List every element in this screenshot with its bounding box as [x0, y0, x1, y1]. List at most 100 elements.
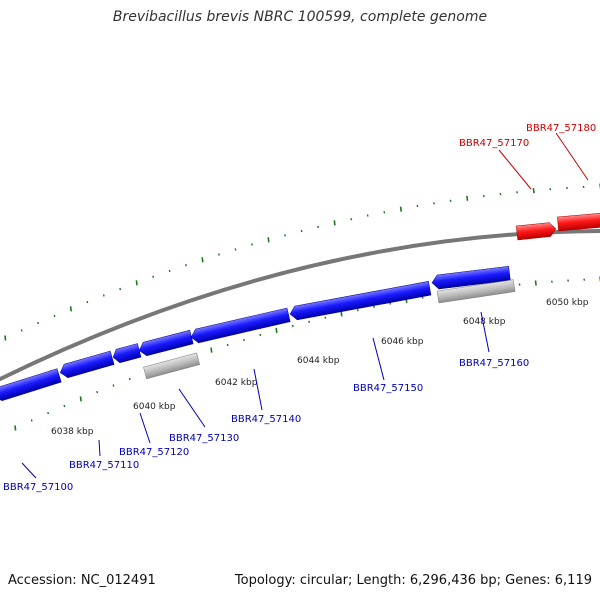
minor-tick	[102, 294, 105, 297]
minor-tick	[20, 329, 23, 332]
minor-tick	[516, 191, 519, 194]
gene-arrow-BBR47_57130-cds[interactable]	[137, 329, 194, 357]
minor-tick	[416, 204, 419, 208]
kbp-label: 6042 kbp	[215, 378, 258, 388]
minor-tick	[30, 419, 33, 422]
major-tick	[532, 188, 535, 194]
major-tick	[340, 311, 343, 317]
gene-label[interactable]: BBR47_57160	[459, 358, 529, 369]
minor-tick	[259, 333, 262, 337]
major-tick	[534, 280, 537, 286]
minor-tick	[582, 185, 585, 189]
kbp-label: 6050 kbp	[546, 298, 589, 308]
minor-tick	[128, 377, 131, 381]
major-tick	[267, 237, 270, 243]
major-tick	[399, 206, 402, 212]
minor-tick	[518, 283, 521, 286]
minor-tick	[308, 320, 311, 324]
gene-arrow-BBR47_57120[interactable]	[111, 343, 142, 365]
gene-arrow-BBR47_57160-cds[interactable]	[431, 265, 511, 290]
minor-tick	[284, 234, 286, 237]
minor-tick	[499, 192, 502, 196]
major-tick	[210, 347, 213, 353]
minor-tick	[152, 275, 155, 279]
minor-tick	[356, 308, 359, 312]
minor-tick	[185, 263, 187, 267]
kbp-label: 6046 kbp	[381, 337, 424, 347]
pseudogene-BBR47_57130[interactable]	[143, 352, 200, 380]
gene-label[interactable]: BBR47_57180	[526, 123, 596, 134]
minor-tick	[317, 225, 320, 229]
major-tick	[135, 280, 138, 286]
minor-tick	[37, 321, 40, 325]
major-tick	[4, 335, 7, 341]
minor-tick	[566, 186, 568, 190]
minor-tick	[251, 243, 253, 246]
leader-line	[98, 439, 101, 457]
minor-tick	[243, 338, 245, 342]
minor-tick	[226, 343, 229, 347]
leader-line	[372, 337, 385, 381]
major-tick	[14, 425, 17, 431]
minor-tick	[300, 229, 303, 233]
gene-arrow-BBR47_57110[interactable]	[58, 350, 115, 379]
kbp-label: 6044 kbp	[297, 356, 340, 366]
kbp-label: 6048 kbp	[463, 317, 506, 327]
leader-line	[498, 149, 532, 190]
leader-line	[480, 311, 490, 353]
minor-tick	[449, 199, 452, 203]
minor-tick	[53, 314, 56, 318]
major-tick	[201, 257, 204, 263]
minor-tick	[324, 316, 327, 319]
accession-text: Accession: NC_012491	[8, 573, 156, 588]
minor-tick	[291, 324, 294, 328]
major-tick	[466, 195, 469, 201]
minor-tick	[350, 217, 353, 221]
gene-label[interactable]: BBR47_57150	[353, 383, 423, 394]
major-tick	[79, 396, 82, 402]
kbp-scale: 6038 kbp 6040 kbp 6042 kbp 6044 kbp 6046…	[51, 298, 589, 437]
leader-line	[178, 388, 206, 428]
genome-summary-text: Topology: circular; Length: 6,296,436 bp…	[234, 573, 592, 588]
gene-label[interactable]: BBR47_57120	[119, 447, 189, 458]
gene-arrow-BBR47_57100[interactable]	[0, 368, 62, 403]
minor-tick	[567, 279, 570, 282]
gene-label[interactable]: BBR47_57170	[459, 138, 529, 149]
major-tick	[333, 220, 336, 226]
gene-label[interactable]: BBR47_57140	[231, 414, 301, 425]
gene-label[interactable]: BBR47_57130	[169, 433, 239, 444]
pseudogene-track	[143, 279, 516, 380]
gene-arrow-BBR47_57170[interactable]	[515, 222, 557, 241]
leader-line	[555, 132, 589, 181]
minor-tick	[433, 202, 435, 205]
major-tick	[275, 327, 278, 333]
minor-tick	[86, 300, 89, 304]
minor-tick	[119, 287, 122, 291]
gene-arrow-BBR47_57140[interactable]	[190, 307, 291, 344]
minor-tick	[366, 214, 369, 217]
forward-strand-track	[515, 212, 600, 241]
gene-arrow-BBR47_57180[interactable]	[557, 212, 600, 232]
minor-tick	[112, 384, 115, 387]
gene-arrow-BBR47_57150[interactable]	[289, 281, 432, 321]
leader-line	[253, 368, 263, 411]
leader-line	[21, 462, 37, 479]
minor-tick	[482, 194, 485, 198]
minor-tick	[550, 280, 553, 283]
minor-tick	[373, 305, 375, 309]
minor-tick	[549, 187, 552, 191]
gene-label[interactable]: BBR47_57110	[69, 460, 139, 471]
gene-label[interactable]: BBR47_57100	[3, 482, 73, 493]
minor-tick	[47, 411, 50, 415]
minor-tick	[234, 248, 237, 251]
kbp-label: 6040 kbp	[133, 402, 176, 412]
minor-tick	[63, 404, 66, 408]
minor-tick	[218, 253, 220, 256]
minor-tick	[383, 211, 386, 214]
map-title: Brevibacillus brevis NBRC 100599, comple…	[112, 9, 488, 25]
minor-tick	[583, 278, 586, 281]
minor-tick	[96, 390, 99, 394]
pseudogene-BBR47_57160[interactable]	[436, 279, 516, 304]
label-leader-lines	[21, 132, 589, 479]
